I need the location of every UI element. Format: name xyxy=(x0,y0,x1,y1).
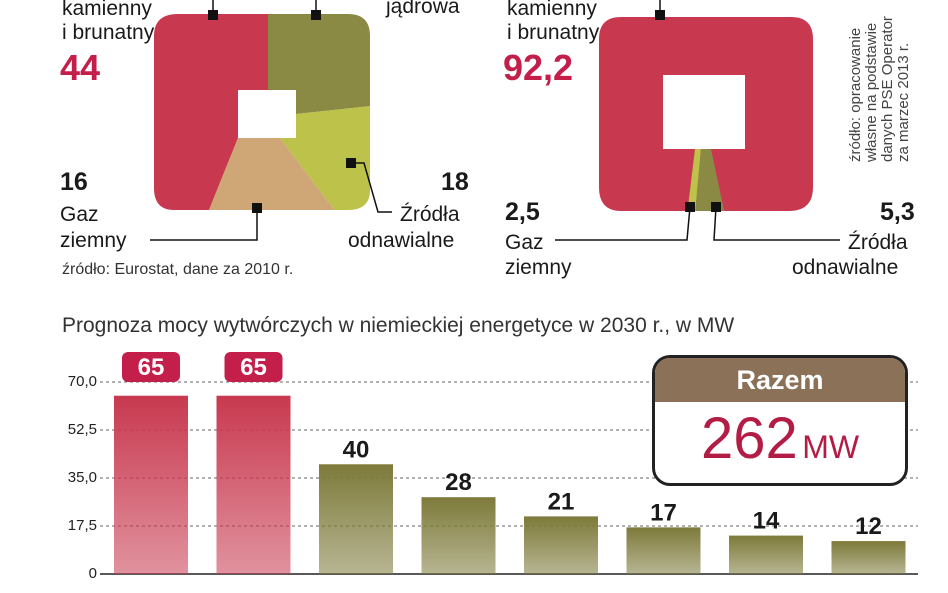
left-renew-label-2: odnawialne xyxy=(348,229,455,252)
left-renew-segment xyxy=(280,105,370,210)
bar-2 xyxy=(216,395,291,574)
bar-value-label: 14 xyxy=(753,508,780,535)
left-renew-value: 18 xyxy=(441,168,469,196)
total-unit: MW xyxy=(802,429,860,465)
left-nuclear-label: jądrowa xyxy=(386,0,460,18)
left-leader-lines xyxy=(150,0,392,241)
y-tick-52: 52,5 xyxy=(67,421,97,438)
right-renew-segment xyxy=(695,149,725,211)
right-renew-label-2: odnawialne xyxy=(792,256,899,279)
bar-value-label: 40 xyxy=(343,436,370,463)
bar-value-label: 65 xyxy=(240,354,267,381)
y-tick-17: 17,5 xyxy=(67,517,97,534)
bar-1 xyxy=(114,395,188,574)
right-leader-lines xyxy=(555,0,840,241)
left-gas-segment xyxy=(205,138,342,210)
right-coal-value: 92,2 xyxy=(503,47,574,88)
bar-4 xyxy=(421,497,496,574)
total-box: Razem 262 MW xyxy=(652,355,908,486)
bar-value-label: 17 xyxy=(650,499,677,526)
left-nuclear-segment xyxy=(268,14,370,114)
total-value: 262 xyxy=(700,406,798,471)
chart-title: Prognoza mocy wytwórczych w niemieckiej … xyxy=(62,314,735,337)
bar-value-label: 12 xyxy=(855,513,882,540)
right-coal-label-2: i brunatny xyxy=(507,21,600,44)
left-coal-segment xyxy=(154,14,268,210)
bar-value-label: 28 xyxy=(445,469,472,496)
left-energy-mix-graphic xyxy=(154,14,370,210)
right-gas-value: 2,5 xyxy=(505,198,540,226)
left-coal-value: 44 xyxy=(60,47,101,88)
bar-7 xyxy=(729,535,803,574)
total-label: Razem xyxy=(655,358,905,402)
bar-6 xyxy=(626,527,701,574)
bar-value-label: 21 xyxy=(548,488,575,515)
right-renew-value: 5,3 xyxy=(880,198,915,226)
bar-value-badge xyxy=(122,352,180,382)
left-renew-label-1: Źródła xyxy=(400,203,460,226)
y-tick-0: 0 xyxy=(88,565,97,582)
right-energy-mix-graphic xyxy=(599,17,813,211)
right-renew-label-1: Źródła xyxy=(848,231,908,254)
left-gas-value: 16 xyxy=(60,168,88,196)
left-source-note: źródło: Eurostat, dane za 2010 r. xyxy=(62,261,294,278)
total-value-wrap: 262 MW xyxy=(655,402,905,476)
right-coal-label-1: kamienny xyxy=(507,0,597,20)
y-tick-70: 70,0 xyxy=(67,373,97,390)
right-gas-segment xyxy=(687,149,701,211)
left-gas-label-1: Gaz xyxy=(60,203,99,226)
bar-5 xyxy=(524,516,598,574)
y-tick-35: 35,0 xyxy=(67,469,97,486)
left-coal-label-2: i brunatny xyxy=(62,21,155,44)
bar-8 xyxy=(831,541,906,574)
bar-value-label: 65 xyxy=(138,354,165,381)
left-coal-label-1: kamienny xyxy=(62,0,152,20)
right-gas-label-2: ziemny xyxy=(505,256,572,279)
bar-3 xyxy=(319,464,393,574)
left-gas-label-2: ziemny xyxy=(60,229,127,252)
bar-value-badge xyxy=(224,352,283,382)
right-gas-label-1: Gaz xyxy=(505,231,544,254)
